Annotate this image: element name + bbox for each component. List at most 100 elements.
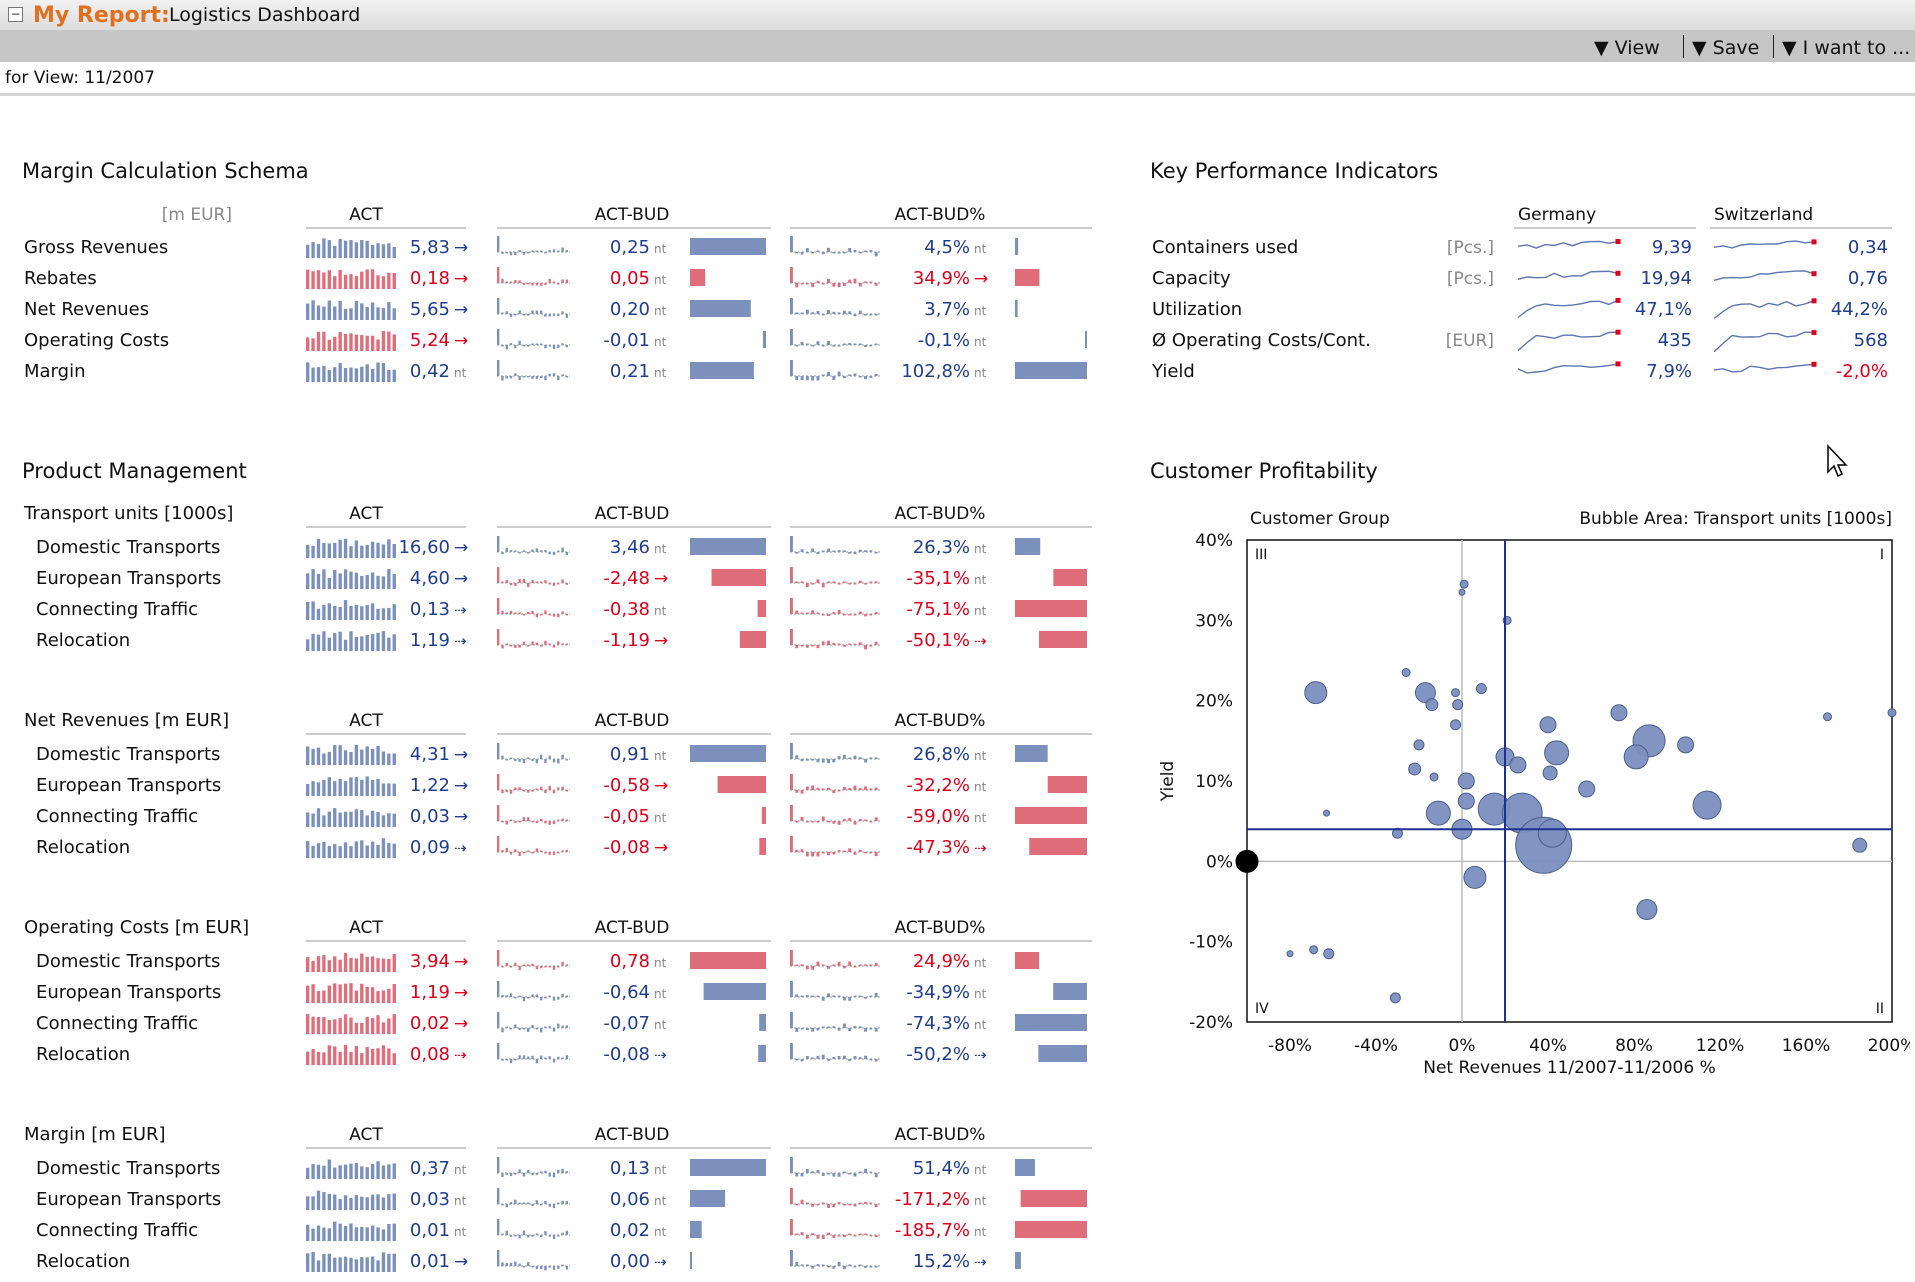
act-bud-pct-sparkline-bar bbox=[816, 612, 820, 614]
act-bud-pct-sparkline-bar bbox=[832, 759, 836, 763]
save-menu-button[interactable]: ▼ Save bbox=[1692, 37, 1759, 59]
act-sparkline-bar bbox=[365, 335, 369, 351]
act-bud-sparkline-bar bbox=[518, 340, 521, 345]
act-bud-pct-sparkline-bar bbox=[858, 283, 862, 287]
act-bud-pct-sparkline-bar bbox=[832, 642, 836, 645]
act-bud-pct-sparkline-bar bbox=[816, 552, 820, 554]
act-sparkline-bar bbox=[376, 1048, 380, 1065]
act-bud-pct-sparkline-bar bbox=[821, 283, 825, 285]
act-bud-pct-bar bbox=[1015, 1252, 1021, 1269]
row-label: Connecting Traffic bbox=[36, 599, 198, 620]
act-bud-sparkline-bar bbox=[539, 581, 543, 583]
act-bud-pct-sparkline-bar bbox=[805, 248, 809, 252]
act-bud-pct-sparkline-bar bbox=[837, 371, 841, 376]
act-bud-pct-sparkline-bar bbox=[837, 756, 841, 759]
act-sparkline-bar bbox=[387, 369, 391, 382]
act-bud-sparkline-bar bbox=[527, 1202, 530, 1204]
trend-arrow-icon: → bbox=[454, 331, 468, 351]
act-sparkline-bar bbox=[343, 952, 348, 972]
act-bud-sparkline-bar bbox=[509, 852, 513, 855]
act-bud-pct-sparkline-bar bbox=[874, 373, 878, 376]
act-sparkline-bar bbox=[365, 269, 369, 289]
act-sparkline-bar bbox=[365, 604, 369, 620]
act-sparkline-bar bbox=[376, 243, 380, 258]
act-bud-pct-sparkline-bar bbox=[869, 376, 873, 378]
act-bud-sparkline-bar bbox=[522, 790, 526, 792]
trend-arrow-icon: → bbox=[454, 952, 468, 972]
act-bud-sparkline-bar bbox=[527, 252, 530, 254]
act-sparkline-bar bbox=[370, 269, 375, 289]
block-label: Transport units [1000s] bbox=[23, 503, 233, 524]
act-bud-pct-sparkline-bar bbox=[816, 759, 820, 763]
dropdown-triangle-icon: ▼ bbox=[1594, 37, 1609, 59]
kpi-sparkline-endpoint bbox=[1811, 239, 1817, 245]
act-sparkline-bar bbox=[349, 751, 353, 765]
act-sparkline-bar bbox=[322, 1052, 326, 1065]
no-trend-marker: nt bbox=[974, 780, 987, 794]
act-bud-sparkline-bar bbox=[514, 997, 517, 999]
act-sparkline-bar bbox=[338, 332, 342, 351]
act-bud-sparkline-bar bbox=[514, 252, 517, 255]
act-bud-pct-sparkline-bar bbox=[811, 610, 815, 614]
act-bud-sparkline-bar bbox=[544, 821, 547, 824]
act-sparkline-bar bbox=[370, 810, 375, 827]
act-sparkline-bar bbox=[349, 274, 353, 289]
act-bud-sparkline-bar bbox=[539, 550, 543, 552]
act-bud-pct-sparkline-bar bbox=[816, 250, 820, 252]
act-bud-pct-value: 3,7% bbox=[924, 299, 970, 320]
act-bud-sparkline-bar bbox=[518, 645, 521, 648]
act-bud-pct-sparkline-bar bbox=[848, 343, 852, 345]
collapse-icon[interactable]: − bbox=[8, 7, 23, 22]
act-bud-pct-sparkline-bar bbox=[869, 1235, 873, 1237]
act-bud-sparkline-bar bbox=[561, 1168, 564, 1173]
act-sparkline-bar bbox=[343, 308, 348, 320]
act-sparkline-bar bbox=[387, 1194, 391, 1210]
act-sparkline-bar bbox=[333, 632, 337, 651]
act-sparkline-bar bbox=[327, 1159, 332, 1179]
no-trend-marker: nt bbox=[974, 604, 987, 618]
act-bud-pct-sparkline-bar bbox=[837, 1202, 841, 1204]
act-sparkline-bar bbox=[392, 634, 396, 651]
act-sparkline-bar bbox=[343, 368, 348, 382]
act-bud-pct-sparkline-bar bbox=[874, 552, 878, 554]
act-bud-pct-sparkline-bar bbox=[853, 1026, 857, 1028]
act-bud-pct-sparkline-bar bbox=[821, 345, 825, 347]
act-bud-sparkline-bar bbox=[531, 759, 534, 762]
act-sparkline-bar bbox=[327, 577, 332, 589]
act-bud-sparkline-bar bbox=[548, 821, 551, 825]
no-trend-marker: nt bbox=[974, 1163, 987, 1177]
act-bud-pct-sparkline-bar bbox=[832, 821, 836, 824]
act-bud-sparkline-bar bbox=[527, 611, 530, 614]
act-bud-sparkline-bar bbox=[535, 821, 539, 824]
view-menu-button[interactable]: ▼ View bbox=[1594, 37, 1660, 59]
act-bud-pct-value: -47,3% bbox=[906, 837, 970, 858]
act-bud-pct-sparkline-bar bbox=[790, 236, 793, 252]
act-bud-sparkline-bar bbox=[518, 852, 521, 856]
act-bud-pct-sparkline-bar bbox=[816, 995, 820, 997]
act-bud-pct-sparkline-bar bbox=[874, 1266, 878, 1268]
i-want-to-menu-button[interactable]: ▼ I want to ... bbox=[1782, 37, 1910, 59]
act-sparkline-bar bbox=[387, 1018, 391, 1034]
act-sparkline-bar bbox=[343, 333, 348, 351]
customer-bubble bbox=[1458, 588, 1466, 596]
act-bud-sparkline-bar bbox=[514, 787, 517, 790]
act-bud-sparkline-bar bbox=[509, 1262, 513, 1266]
act-bud-sparkline-bar bbox=[497, 1250, 500, 1266]
act-bud-sparkline-bar bbox=[548, 583, 551, 585]
trend-arrow-icon: → bbox=[454, 238, 468, 258]
act-bud-pct-sparkline-bar bbox=[832, 581, 836, 583]
trend-arrow-icon: → bbox=[454, 1252, 468, 1272]
act-sparkline-bar bbox=[387, 1164, 391, 1179]
act-bud-sparkline-bar bbox=[557, 819, 560, 821]
kpi-value: 568 bbox=[1854, 330, 1888, 351]
act-bud-sparkline-bar bbox=[535, 614, 539, 618]
act-bud-sparkline-bar bbox=[531, 1173, 534, 1176]
act-bud-sparkline-bar bbox=[561, 1232, 564, 1235]
no-trend-marker: nt bbox=[654, 542, 667, 556]
act-sparkline-bar bbox=[354, 777, 359, 796]
act-sparkline-bar bbox=[370, 335, 375, 351]
act-bud-pct-sparkline-bar bbox=[816, 1264, 820, 1266]
no-trend-marker: nt bbox=[654, 335, 667, 349]
act-bud-sparkline-bar bbox=[544, 1266, 547, 1271]
act-bud-sparkline-bar bbox=[522, 550, 526, 552]
